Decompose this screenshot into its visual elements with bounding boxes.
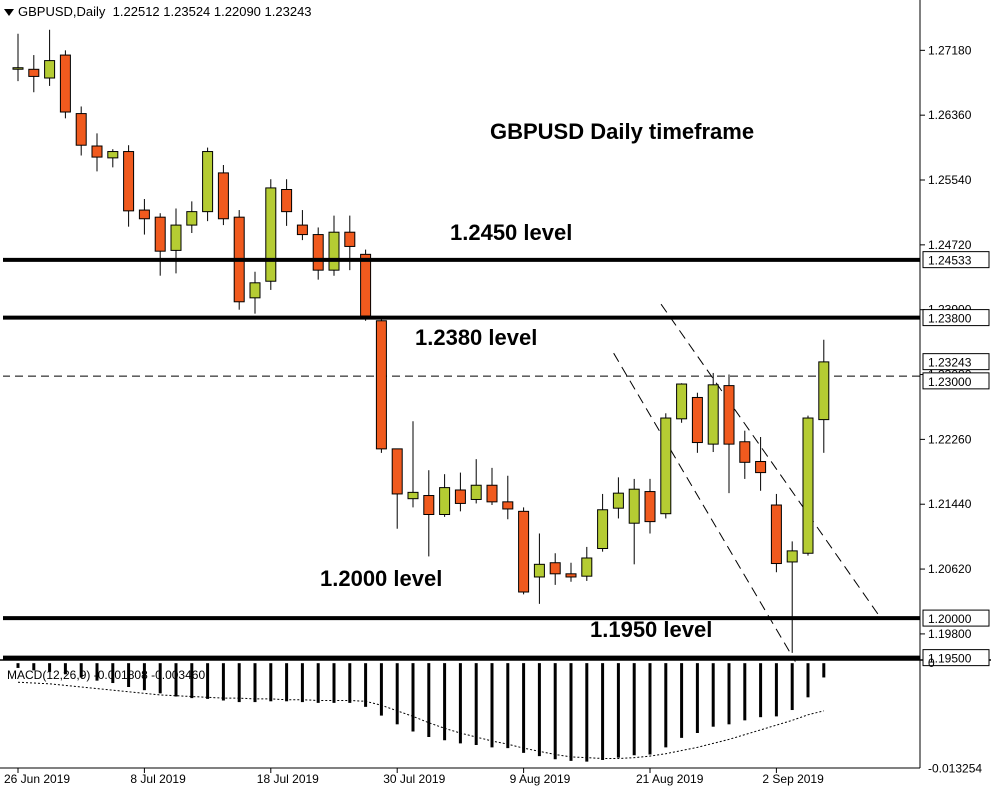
header-low: 1.22090	[213, 4, 261, 19]
candle-body	[391, 448, 403, 495]
candle-body	[407, 491, 419, 500]
candle-body	[217, 172, 229, 220]
header-open: 1.22512	[112, 4, 160, 19]
symbol-menu-icon[interactable]	[4, 9, 14, 17]
candle-body	[723, 385, 735, 445]
time-tick-label: 26 Jun 2019	[4, 772, 70, 786]
candle-body	[597, 509, 609, 550]
candle-body	[486, 484, 498, 503]
header-high: 1.23524	[163, 4, 211, 19]
candle-body	[59, 54, 71, 113]
candle-body	[328, 231, 340, 271]
candle-body	[75, 113, 87, 146]
price-tag-box	[922, 609, 990, 627]
candle-body	[281, 189, 293, 213]
candle-body	[44, 60, 56, 79]
macd-tick-label: 0	[928, 656, 935, 670]
price-tag-label: 1.20000	[928, 612, 972, 626]
candle-body	[123, 151, 135, 212]
candle-body	[581, 557, 593, 577]
time-tick-label: 8 Jul 2019	[130, 772, 186, 786]
candle-body	[691, 396, 703, 444]
candle-body	[312, 234, 324, 271]
candle-body	[644, 491, 656, 523]
candle-body	[296, 224, 308, 236]
price-tick-label: 1.24720	[928, 238, 972, 252]
candle-body	[818, 361, 830, 421]
candle-body	[660, 417, 672, 515]
candle-body	[454, 489, 466, 504]
candle-body	[786, 550, 798, 563]
candle-body	[28, 68, 40, 77]
time-tick-label: 2 Sep 2019	[762, 772, 824, 786]
chart-header: GBPUSD,Daily 1.22512 1.23524 1.22090 1.2…	[4, 4, 312, 19]
price-tag-box	[922, 649, 990, 667]
price-tick-label: 1.20620	[928, 562, 972, 576]
price-tag-label: 1.19500	[928, 652, 972, 666]
price-tag-box	[922, 251, 990, 269]
candle-body	[533, 563, 545, 578]
price-tick-label: 1.27180	[928, 43, 972, 57]
candle-body	[265, 187, 277, 282]
candle-body	[154, 216, 166, 252]
candle-body	[518, 510, 530, 593]
candle-body	[802, 417, 814, 554]
candle-body	[344, 231, 356, 247]
time-tick-label: 18 Jul 2019	[257, 772, 319, 786]
trend-line	[613, 352, 796, 662]
chart-title: GBPUSD Daily timeframe	[490, 119, 754, 144]
level-label: 1.1950 level	[590, 617, 712, 642]
macd-tick-label: -0.013254	[928, 761, 982, 775]
candle-body	[91, 145, 103, 158]
time-tick-label: 9 Aug 2019	[510, 772, 571, 786]
candle-body	[12, 67, 24, 70]
price-tag-label: 1.23800	[928, 312, 972, 326]
price-tag-label: 1.24533	[928, 254, 972, 268]
macd-label: MACD(12,26,9) -0.001808 -0.003460	[7, 668, 205, 682]
candle-body	[739, 441, 751, 463]
time-tick-label: 21 Aug 2019	[636, 772, 704, 786]
candle-body	[770, 504, 782, 565]
candle-body	[249, 282, 261, 299]
price-tick-label: 1.26360	[928, 108, 972, 122]
candle-body	[755, 461, 767, 474]
price-tick-label: 1.21440	[928, 497, 972, 511]
candle-body	[612, 492, 624, 509]
candle-body	[439, 487, 451, 516]
time-tick-label: 30 Jul 2019	[383, 772, 445, 786]
candle-body	[375, 320, 387, 450]
candle-body	[628, 488, 640, 524]
level-label: 1.2380 level	[415, 325, 537, 350]
candle-body	[170, 224, 182, 251]
candle-body	[549, 562, 561, 575]
level-label: 1.2000 level	[320, 566, 442, 591]
price-tick-label: 1.25540	[928, 173, 972, 187]
candle-body	[138, 209, 150, 220]
price-tag-box	[922, 309, 990, 327]
price-tick-label: 1.22260	[928, 432, 972, 446]
candle-body	[565, 573, 577, 578]
candle-body	[202, 151, 214, 213]
candle-body	[423, 495, 435, 516]
candle-body	[707, 384, 719, 445]
candle-body	[360, 253, 372, 317]
header-symbol: GBPUSD,Daily	[18, 4, 106, 19]
price-tag-label: 1.23243	[928, 356, 972, 370]
price-tag-box	[922, 353, 990, 371]
candle-body	[676, 383, 688, 420]
candle-body	[470, 484, 482, 500]
price-tag-box	[922, 372, 990, 390]
candle-body	[502, 501, 514, 510]
macd-signal-line	[17, 681, 824, 759]
header-close: 1.23243	[264, 4, 312, 19]
price-tick-label: 1.19800	[928, 627, 972, 641]
candle-body	[107, 151, 119, 159]
price-tag-label: 1.23000	[928, 375, 972, 389]
candle-body	[186, 211, 198, 226]
level-label: 1.2450 level	[450, 220, 572, 245]
